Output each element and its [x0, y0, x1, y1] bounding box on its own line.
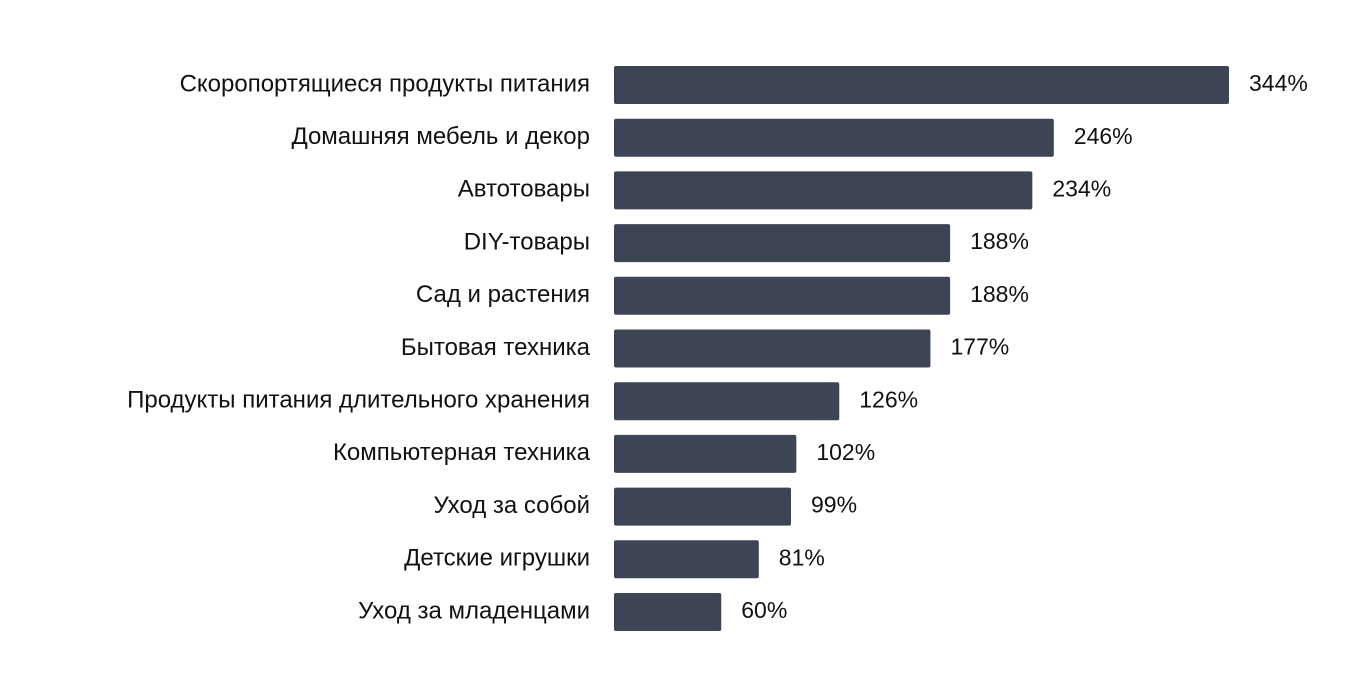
- bar: [614, 276, 951, 315]
- category-label: Продукты питания длительного хранения: [127, 387, 590, 414]
- bar: [614, 434, 797, 473]
- value-label: 344%: [1249, 70, 1308, 96]
- value-label: 102%: [816, 439, 875, 465]
- category-label: Бытовая техника: [401, 334, 591, 361]
- category-label: Уход за собой: [433, 492, 590, 519]
- category-label: Детские игрушки: [404, 545, 590, 572]
- bar: [614, 382, 840, 421]
- value-label: 188%: [970, 281, 1029, 307]
- category-label: Компьютерная техника: [333, 439, 591, 466]
- bar: [614, 540, 759, 579]
- bar: [614, 118, 1054, 157]
- category-label: Скоропортящиеся продукты питания: [180, 70, 590, 97]
- value-label: 81%: [779, 544, 825, 570]
- value-label: 126%: [859, 386, 918, 412]
- bar: [614, 329, 931, 368]
- value-label: 234%: [1052, 175, 1111, 201]
- category-label: Сад и растения: [416, 281, 590, 308]
- category-label: Домашняя мебель и декор: [291, 123, 590, 150]
- value-label: 99%: [811, 492, 857, 518]
- category-label: DIY-товары: [464, 228, 590, 255]
- value-label: 177%: [950, 334, 1009, 360]
- value-label: 60%: [741, 597, 787, 623]
- bar: [614, 224, 951, 263]
- value-label: 188%: [970, 228, 1029, 254]
- bar: [614, 487, 791, 526]
- bar: [614, 171, 1033, 210]
- bar: [614, 66, 1229, 104]
- category-label: Уход за младенцами: [358, 597, 590, 624]
- bar: [614, 593, 722, 631]
- value-label: 246%: [1074, 123, 1133, 149]
- category-label: Автотовары: [458, 176, 590, 203]
